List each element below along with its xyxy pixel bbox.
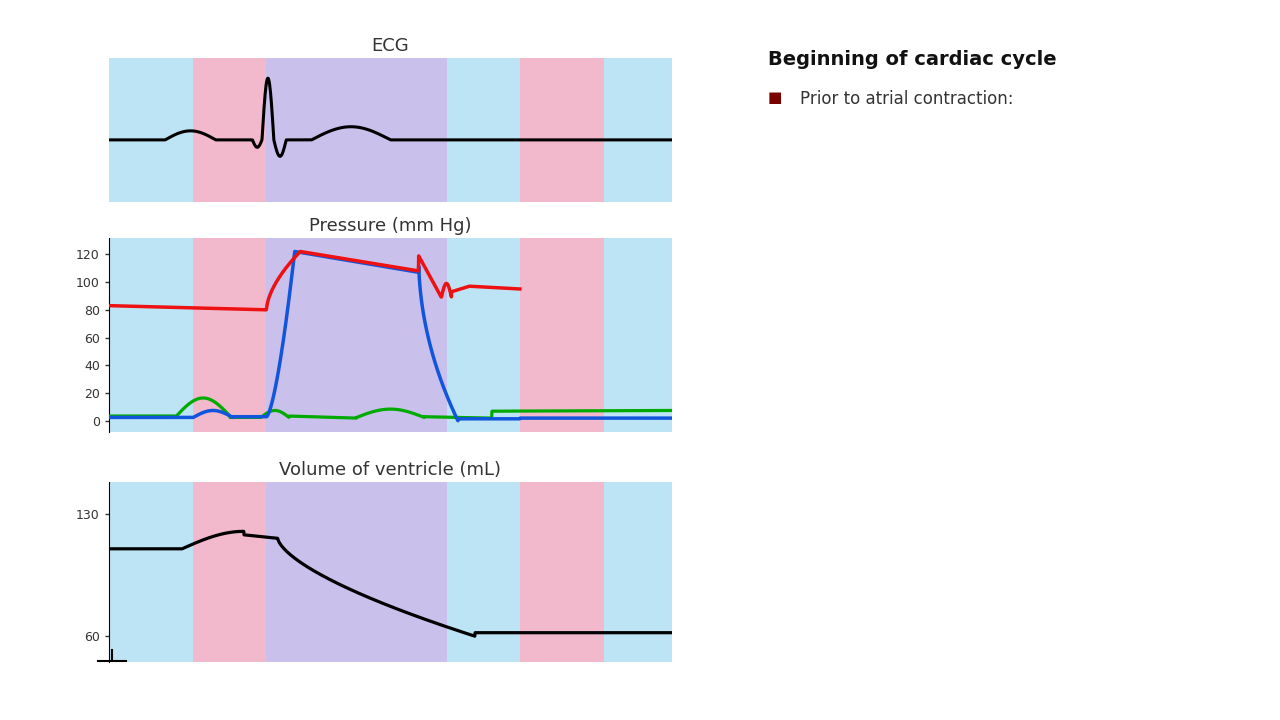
Text: ■: ■ — [768, 90, 782, 105]
Bar — [109, 482, 193, 662]
Title: Pressure (mm Hg): Pressure (mm Hg) — [310, 217, 471, 235]
Bar — [266, 482, 447, 662]
Bar — [447, 58, 520, 202]
Bar — [447, 482, 520, 662]
Bar — [520, 482, 604, 662]
Title: ECG: ECG — [371, 37, 410, 55]
Bar — [520, 58, 604, 202]
Title: Volume of ventricle (mL): Volume of ventricle (mL) — [279, 462, 502, 480]
Bar — [193, 58, 266, 202]
Bar — [193, 482, 266, 662]
Bar — [193, 238, 266, 432]
Text: Prior to atrial contraction:: Prior to atrial contraction: — [800, 90, 1014, 108]
Bar — [447, 238, 520, 432]
Bar — [266, 58, 447, 202]
Bar — [266, 238, 447, 432]
Text: Beginning of cardiac cycle: Beginning of cardiac cycle — [768, 50, 1056, 69]
Bar — [604, 58, 672, 202]
Bar — [604, 238, 672, 432]
Bar — [109, 238, 193, 432]
Bar — [604, 482, 672, 662]
Bar — [109, 58, 193, 202]
Bar — [520, 238, 604, 432]
